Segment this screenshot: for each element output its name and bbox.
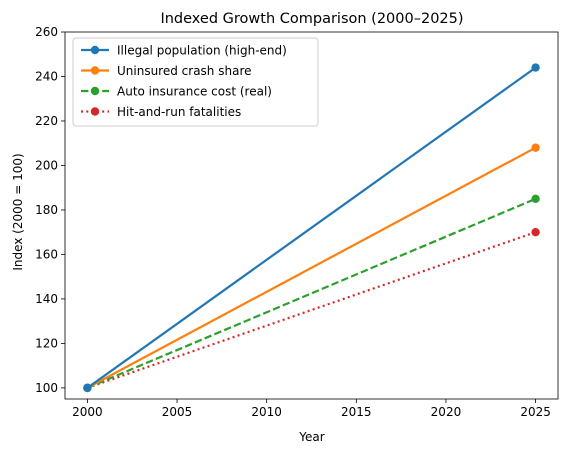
x-axis-label: Year — [298, 430, 324, 444]
y-tick-label: 180 — [35, 203, 58, 217]
y-tick-label: 240 — [35, 69, 58, 83]
y-tick-label: 120 — [35, 336, 58, 350]
x-tick-label: 2020 — [431, 405, 462, 419]
legend: Illegal population (high-end) Uninsured c… — [72, 37, 319, 127]
data-point — [531, 143, 540, 152]
data-point — [531, 227, 540, 237]
legend-label: Illegal population (high-end) — [117, 44, 287, 58]
legend-marker — [90, 86, 100, 96]
y-axis-label: Index (2000 = 100) — [11, 153, 25, 270]
legend-marker — [90, 107, 100, 116]
x-tick-label: 2025 — [520, 405, 551, 419]
x-tick-label: 2015 — [341, 405, 372, 419]
y-tick-label: 200 — [35, 158, 58, 172]
data-point — [531, 63, 540, 72]
y-tick-label: 140 — [35, 292, 58, 306]
x-tick-label: 2000 — [72, 405, 103, 419]
legend-marker — [90, 66, 100, 75]
series-line — [86, 146, 537, 389]
y-tick-label: 160 — [35, 247, 58, 261]
chart-title: Indexed Growth Comparison (2000–2025) — [160, 11, 463, 27]
legend-box — [72, 37, 319, 127]
legend-label: Uninsured crash share — [117, 64, 252, 78]
legend-marker — [90, 45, 100, 55]
legend-label: Auto insurance cost (real) — [117, 85, 272, 99]
y-tick-label: 260 — [35, 25, 58, 39]
series-line — [86, 66, 537, 389]
x-tick-label: 2005 — [162, 405, 193, 419]
axes-frame — [64, 31, 559, 400]
data-point — [531, 194, 540, 204]
series-line — [87, 231, 536, 389]
legend-label: Hit-and-run fatalities — [117, 105, 241, 119]
y-tick-label: 220 — [35, 114, 58, 128]
series-line — [86, 197, 537, 389]
plot-area: 2000 2005 2010 2015 2020 2025 100 120 140 160 180 2… — [35, 25, 559, 419]
y-tick-label: 100 — [35, 381, 58, 395]
data-point — [83, 383, 92, 393]
x-tick-label: 2010 — [251, 405, 282, 419]
